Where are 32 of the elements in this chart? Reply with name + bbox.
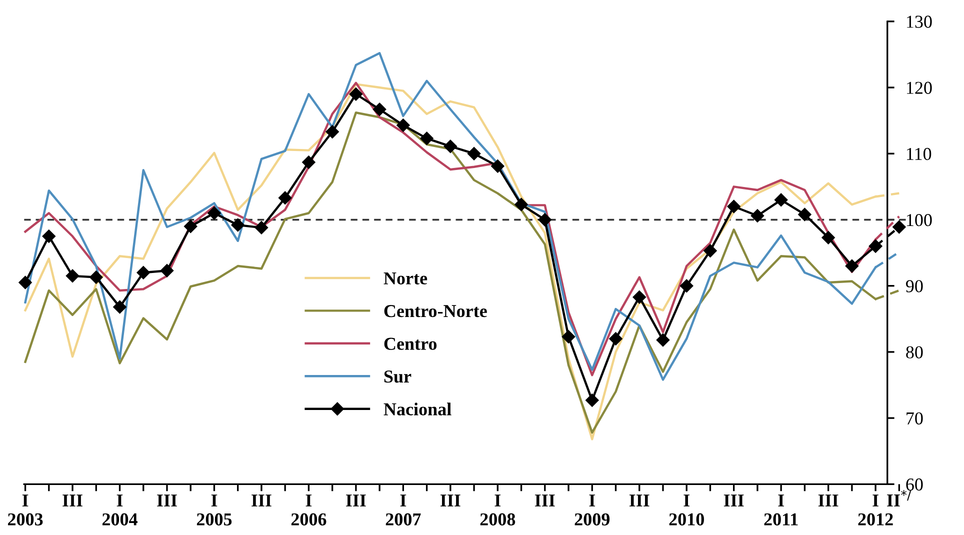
y-tick-label: 90 [906, 280, 923, 292]
x-tick-label: III [534, 494, 555, 506]
legend-label: Norte [384, 272, 428, 284]
x-tick-label: I 2005 [196, 494, 232, 526]
x-tick-label: I 2006 [291, 494, 326, 526]
y-tick-label: 120 [907, 82, 932, 94]
x-tick-label: I 2011 [764, 494, 798, 526]
x-tick-label: I 2007 [386, 494, 421, 526]
y-tick-label: 70 [906, 412, 923, 425]
x-tick-label: III [157, 494, 177, 506]
x-tick-label: II$^{*/}$ [887, 490, 912, 506]
x-tick-label: I 2010 [669, 494, 704, 526]
legend-label: Centro-Norte [384, 305, 487, 318]
x-tick-label: III [252, 494, 272, 506]
y-tick-label: 60 [906, 478, 923, 491]
x-tick-label: I 2004 [102, 494, 138, 526]
x-tick-label: I 2009 [574, 494, 610, 526]
x-tick-label: III [440, 494, 460, 506]
y-tick-label: 100 [907, 214, 932, 226]
x-tick-label: III [346, 494, 366, 506]
x-tick-label: III [629, 494, 650, 506]
x-tick-label: III [724, 494, 744, 506]
y-tick-label: 80 [906, 346, 923, 358]
legend-label: Sur [384, 370, 412, 383]
x-tick-label: I 2003 [8, 494, 43, 526]
legend-label: Centro [384, 338, 437, 350]
x-tick-label: I 2008 [480, 494, 516, 526]
x-tick-label: III [818, 494, 838, 506]
x-tick-label: III [62, 494, 82, 506]
y-tick-label: 130 [907, 16, 932, 28]
legend-label: Nacional [384, 402, 452, 416]
y-tick-label: 110 [907, 148, 932, 160]
